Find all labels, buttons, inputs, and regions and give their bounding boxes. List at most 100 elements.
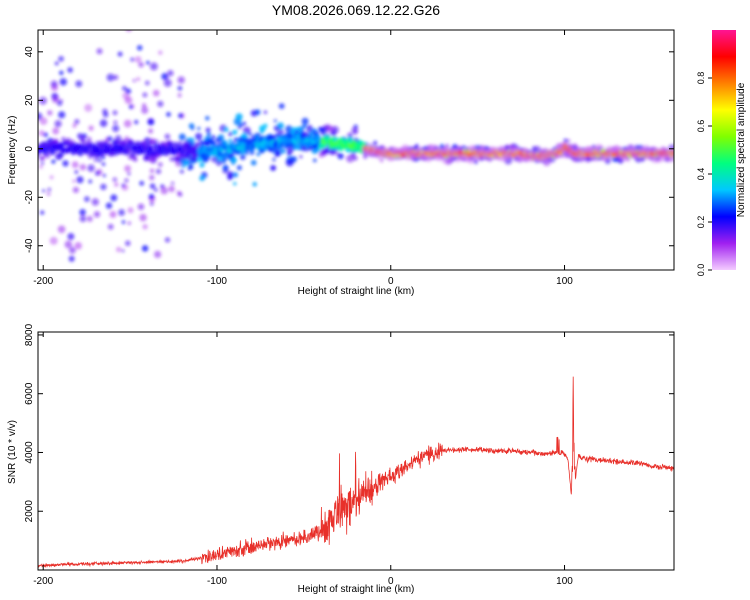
spectrogram-cell [285,158,294,167]
spectrogram-cell [332,133,337,138]
spectrogram-cell [299,155,303,159]
colorbar-label: Normalized spectral amplitude [736,82,747,217]
spectrogram-cell [121,249,125,253]
spectrogram-cell [139,180,145,186]
spectrogram-cell [46,192,51,196]
spectrogram-cell [127,172,131,176]
spectrogram-cell [141,103,147,108]
spectrogram-cell [199,175,205,182]
spectrogram-cell [224,127,229,132]
figure-title: YM08.2026.069.12.22.G26 [272,2,440,18]
spectrogram-cell [106,73,115,82]
spectrogram-cell [149,168,155,174]
spectrogram-cell [199,162,205,168]
spectrogram-cell [168,141,174,147]
spectrogram-cell [121,220,126,224]
spectrogram-cells [38,14,674,262]
spectrogram-cell [67,232,75,241]
spectrogram-cell [145,80,150,86]
spectrogram-cell [59,78,68,86]
spectrogram-cell [125,240,131,247]
spectrogram-cell [153,187,158,192]
spectrogram-cell [57,225,66,234]
spectrogram-cell [312,158,317,163]
spectrogram-cell [177,93,182,98]
spectrogram-cell [205,115,210,121]
spectrogram-cell [275,133,280,138]
spectrogram-cell [134,119,139,125]
spectrogram-cell [211,155,218,163]
spectrogram-cell [69,247,76,254]
spectrogram-cell [121,183,126,188]
spectrogram-cell [149,183,156,189]
spectrogram-cell [53,138,59,144]
spectrogram-cell [350,152,356,158]
spectrogram-cell [50,80,58,88]
spectrogram-cell [49,236,58,245]
spectrogram-cell [247,138,253,143]
spectrogram-cell [205,152,211,158]
spectrogram-cell [107,223,114,230]
spectrogram-cell [210,140,216,145]
spectrogram-cell [245,151,249,155]
spectrogram-cell [124,165,132,173]
spectrogram-cell [164,237,171,243]
spectrogram-cell [72,123,77,128]
spectrogram-cell [351,126,359,134]
snr-panel: -200 -100 0 100 2000 4000 6000 8000 Height of … [7,323,675,595]
spectrogram-y-axis: -40 -20 0 20 40 [24,46,674,253]
spectrogram-cell [301,117,309,125]
spectrogram-frame [37,29,675,271]
spectrogram-cell [91,198,99,206]
snr-y-axis: 2000 4000 6000 8000 [24,323,674,522]
spectrogram-cell [204,141,210,147]
spectrogram-cell [113,120,118,125]
spectrogram-cell [215,159,222,166]
spectrogram-cell [181,164,185,168]
spectrogram-cell [38,129,45,137]
spectrogram-cell [205,127,211,133]
snr-x-label: Height of straight line (km) [298,584,415,595]
spectrogram-cell [102,111,109,118]
spectrogram-cell [141,245,149,252]
spectrogram-cell [157,162,163,167]
spectrogram-cell [112,110,118,116]
spectrogram-cell [132,157,138,162]
spectrogram-cell [271,134,277,140]
snr-plot-area [38,332,674,570]
spectrogram-cell [72,179,76,183]
spectrogram-cell [176,190,182,196]
spectrogram-cell [57,100,63,106]
spectrogram-cell [317,126,323,132]
spectrogram-cell [47,110,53,116]
spectrogram-cell [147,118,155,126]
spectrogram-cell [153,139,159,145]
spectrogram-cell [567,139,571,143]
spectrogram-cell [78,151,83,157]
spectrogram-cell [254,133,259,137]
spectrogram-cell [263,123,268,128]
spectrogram-cell [260,129,264,134]
spectrogram-cell [233,182,237,186]
spectrogram-y-label: Frequency (Hz) [7,116,18,185]
spectrogram-cell [87,164,95,172]
spectrogram-cell [177,140,183,146]
spectrogram-cell [327,125,335,133]
spectrogram-cell [151,14,158,21]
spectrogram-cell [157,100,164,108]
spectrogram-cell [148,193,155,200]
spectrogram-cell [321,149,328,156]
spectrogram-cell [93,158,98,163]
spectrogram-cell [54,120,62,128]
snr-y-tick-label: 2000 [24,500,35,523]
spectrogram-cell [79,215,87,223]
snr-x-tick-label: 0 [388,576,394,587]
spectrogram-cell [149,62,158,71]
spectrogram-cell [45,153,51,159]
spectrogram-cell [126,149,132,154]
spectrogram-cell [58,111,66,119]
spectrogram-cell [178,113,184,119]
spectrogram-cell [123,119,132,128]
spectrogram-cell [141,106,149,114]
